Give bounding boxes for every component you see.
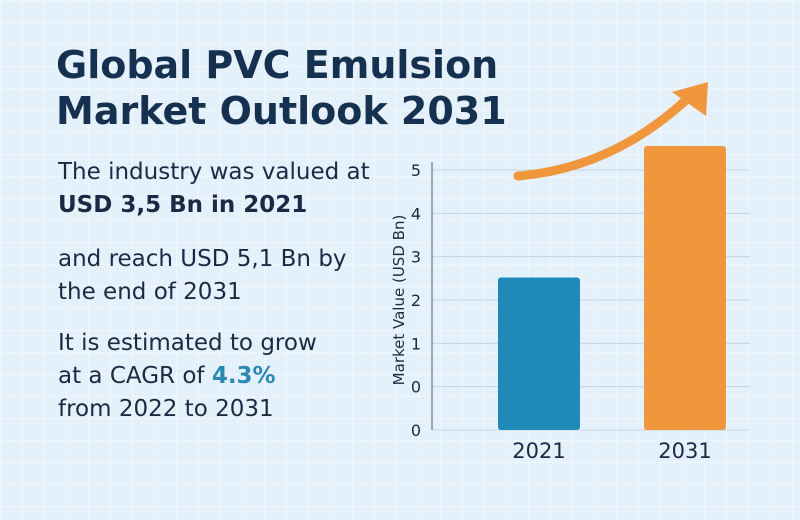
trend-arrow [513, 95, 691, 181]
y-tick-label: 0 [411, 421, 421, 440]
cagr-line-1: It is estimated to grow [58, 330, 317, 356]
forecast-statement: and reach USD 5,1 Bn by the end of 2031 [58, 243, 398, 309]
cagr-line-3: from 2022 to 2031 [58, 396, 274, 422]
trend-arrow-head [672, 82, 708, 116]
y-tick-label: 1 [411, 334, 421, 353]
title-line-1: Global PVC Emulsion [56, 43, 499, 87]
title-line-2: Market Outlook 2031 [56, 89, 507, 133]
valuation-value: USD 3,5 Bn in 2021 [58, 192, 308, 218]
y-tick-label: 3 [411, 248, 421, 267]
cagr-statement: It is estimated to grow at a CAGR of 4.3… [58, 327, 398, 426]
bar-2021 [498, 277, 580, 430]
y-tick-label: 4 [411, 204, 421, 223]
bars [498, 145, 726, 430]
y-tick-label: 0 [411, 378, 421, 397]
bar-2031 [644, 145, 726, 430]
cagr-value: 4.3% [211, 363, 276, 389]
page-title: Global PVC Emulsion Market Outlook 2031 [56, 42, 526, 134]
y-tick-label: 5 [411, 161, 421, 180]
x-tick-labels: 2021 2031 [512, 439, 711, 463]
cagr-prefix: at a CAGR of [58, 363, 212, 389]
valuation-intro: The industry was valued at [58, 159, 370, 185]
forecast-line-1: and reach USD 5,1 Bn by [58, 246, 347, 272]
x-tick-label-2021: 2021 [512, 439, 565, 463]
x-tick-label-2031: 2031 [658, 439, 711, 463]
valuation-statement: The industry was valued at USD 3,5 Bn in… [58, 156, 398, 222]
y-axis-label: Market Value (USD Bn) [390, 215, 408, 386]
y-tick-label: 2 [411, 291, 421, 310]
y-tick-labels: 5 4 3 2 1 0 0 [411, 161, 421, 440]
forecast-line-2: the end of 2031 [58, 279, 242, 305]
